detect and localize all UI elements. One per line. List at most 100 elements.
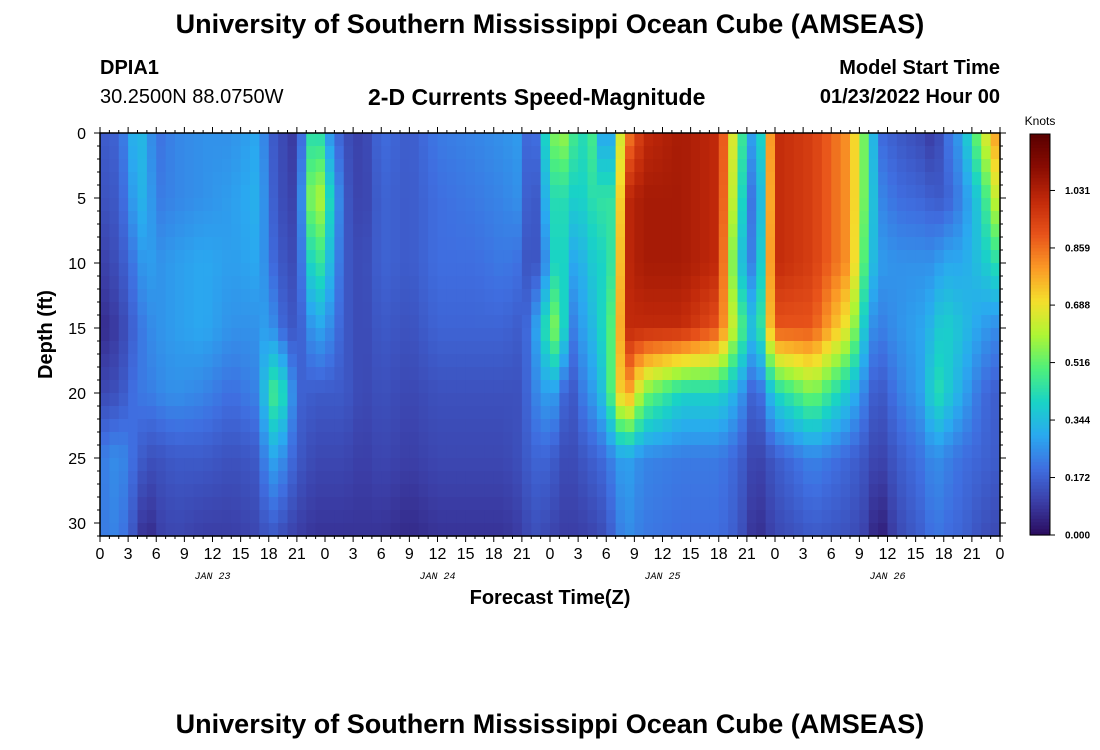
heatmap-cell: [493, 159, 504, 173]
heatmap-cell: [681, 393, 692, 407]
heatmap-cell: [484, 445, 495, 459]
heatmap-cell: [587, 471, 598, 485]
heatmap-cell: [109, 445, 120, 459]
heatmap-cell: [484, 393, 495, 407]
heatmap-cell: [812, 510, 823, 524]
heatmap-cell: [390, 302, 401, 316]
heatmap-cell: [109, 458, 120, 472]
heatmap-cell: [765, 406, 776, 420]
heatmap-cell: [840, 172, 851, 186]
heatmap-cell: [343, 484, 354, 498]
station-id: DPIA1: [100, 57, 159, 79]
heatmap-cell: [503, 367, 514, 381]
colorbar-segment: [1030, 187, 1050, 192]
heatmap-cell: [859, 250, 870, 264]
heatmap-cell: [718, 172, 729, 186]
heatmap-cell: [212, 198, 223, 212]
heatmap-cell: [662, 133, 673, 147]
heatmap-cell: [325, 159, 335, 173]
heatmap-cell: [615, 198, 626, 212]
heatmap-cell: [643, 523, 654, 537]
colorbar-segment: [1030, 170, 1050, 175]
heatmap-cell: [831, 471, 842, 485]
heatmap-cell: [971, 328, 982, 342]
heatmap-cell: [559, 172, 570, 186]
colorbar-segment: [1030, 501, 1050, 506]
heatmap-cell: [868, 445, 879, 459]
heatmap-cell: [278, 393, 289, 407]
heatmap-cell: [362, 289, 373, 303]
heatmap-cell: [193, 133, 204, 147]
heatmap-cell: [493, 289, 504, 303]
heatmap-cell: [812, 406, 823, 420]
heatmap-cell: [334, 419, 345, 433]
heatmap-cell: [709, 224, 720, 238]
heatmap-cell: [934, 380, 945, 394]
heatmap-cell: [118, 354, 129, 368]
heatmap-cell: [915, 393, 926, 407]
heatmap-cell: [906, 146, 917, 160]
heatmap-cell: [184, 354, 195, 368]
heatmap-cell: [615, 445, 626, 459]
heatmap-cell: [156, 406, 167, 420]
heatmap-cell: [578, 484, 589, 498]
heatmap-cell: [240, 497, 251, 511]
heatmap-cell: [821, 458, 832, 472]
heatmap-cell: [700, 133, 710, 147]
heatmap-cell: [906, 510, 917, 524]
heatmap-cell: [803, 237, 814, 251]
heatmap-cell: [156, 159, 167, 173]
colorbar-segment: [1030, 367, 1050, 372]
heatmap-cell: [887, 497, 898, 511]
heatmap-cell: [765, 471, 776, 485]
heatmap-cell: [625, 367, 635, 381]
heatmap-cell: [250, 341, 260, 355]
heatmap-cell: [550, 497, 560, 511]
heatmap-cell: [306, 276, 317, 290]
heatmap-cell: [231, 510, 242, 524]
heatmap-cell: [962, 523, 973, 537]
heatmap-cell: [100, 133, 110, 147]
heatmap-cell: [175, 146, 185, 160]
heatmap-cell: [512, 185, 523, 199]
heatmap-cell: [540, 146, 551, 160]
heatmap-cell: [287, 354, 298, 368]
heatmap-cell: [925, 237, 935, 251]
heatmap-cell: [109, 315, 120, 329]
heatmap-cell: [409, 484, 420, 498]
heatmap-cell: [221, 276, 232, 290]
heatmap-cell: [418, 354, 429, 368]
heatmap-cell: [812, 523, 823, 537]
heatmap-cell: [765, 484, 776, 498]
heatmap-cell: [400, 159, 410, 173]
heatmap-cell: [606, 263, 617, 277]
heatmap-cell: [868, 302, 879, 316]
heatmap-cell: [371, 237, 382, 251]
heatmap-cell: [221, 198, 232, 212]
heatmap-cell: [643, 393, 654, 407]
heatmap-cell: [475, 263, 485, 277]
colorbar-tick-label: 0.516: [1065, 358, 1090, 369]
heatmap-cell: [812, 185, 823, 199]
heatmap-cell: [746, 354, 757, 368]
heatmap-cell: [803, 341, 814, 355]
heatmap-cell: [550, 276, 560, 290]
heatmap-cell: [390, 315, 401, 329]
heatmap-cell: [643, 263, 654, 277]
heatmap-cell: [343, 237, 354, 251]
heatmap-cell: [146, 159, 157, 173]
heatmap-cell: [728, 211, 739, 225]
heatmap-cell: [671, 445, 682, 459]
heatmap-cell: [803, 263, 814, 277]
heatmap-cell: [596, 445, 607, 459]
heatmap-cell: [287, 497, 298, 511]
heatmap-cell: [381, 185, 392, 199]
heatmap-cell: [803, 354, 814, 368]
heatmap-cell: [559, 523, 570, 537]
heatmap-cell: [315, 445, 326, 459]
colorbar-segment: [1030, 334, 1050, 339]
heatmap-cell: [559, 185, 570, 199]
heatmap-cell: [212, 328, 223, 342]
heatmap-cell: [306, 237, 317, 251]
heatmap-cell: [803, 146, 814, 160]
